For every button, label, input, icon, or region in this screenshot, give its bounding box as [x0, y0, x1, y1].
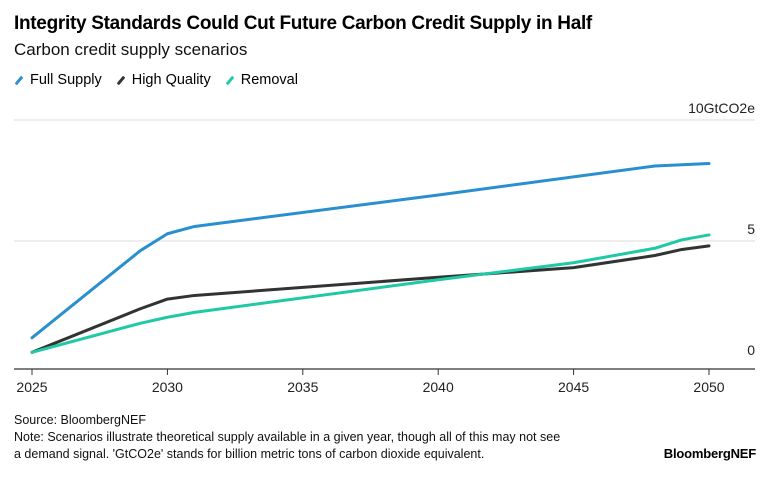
legend-item: Removal — [225, 72, 298, 88]
x-tick-label: 2035 — [287, 379, 318, 395]
source-text: Source: BloombergNEF — [14, 413, 147, 427]
legend-label: Removal — [240, 72, 298, 88]
x-tick-label: 2045 — [558, 379, 589, 395]
legend-label: Full Supply — [30, 72, 102, 88]
x-tick-label: 2050 — [693, 379, 724, 395]
legend-item: High Quality — [116, 72, 211, 88]
legend: Full Supply High Quality Removal — [14, 72, 298, 88]
y-tick-label: 0 — [747, 342, 755, 358]
y-tick-label: 5 — [747, 221, 755, 237]
legend-label: High Quality — [131, 72, 211, 88]
x-tick-label: 2030 — [152, 379, 183, 395]
y-tick-label: 10GtCO2e — [688, 100, 755, 116]
x-tick-label: 2040 — [423, 379, 454, 395]
series-line-full-supply — [30, 162, 711, 340]
footer: Source: BloombergNEF Note: Scenarios ill… — [14, 412, 560, 463]
series-line-removal — [30, 233, 711, 354]
series-line-high-quality — [30, 244, 711, 354]
brand-logo: BloombergNEF — [663, 446, 756, 461]
chart-subtitle: Carbon credit supply scenarios — [14, 40, 248, 59]
x-tick-label: 2025 — [16, 379, 47, 395]
legend-item: Full Supply — [14, 72, 102, 88]
note-line-2: a demand signal. 'GtCO2e' stands for bil… — [14, 447, 485, 461]
chart-title: Integrity Standards Could Cut Future Car… — [14, 13, 592, 34]
note-line-1: Note: Scenarios illustrate theoretical s… — [14, 430, 561, 444]
